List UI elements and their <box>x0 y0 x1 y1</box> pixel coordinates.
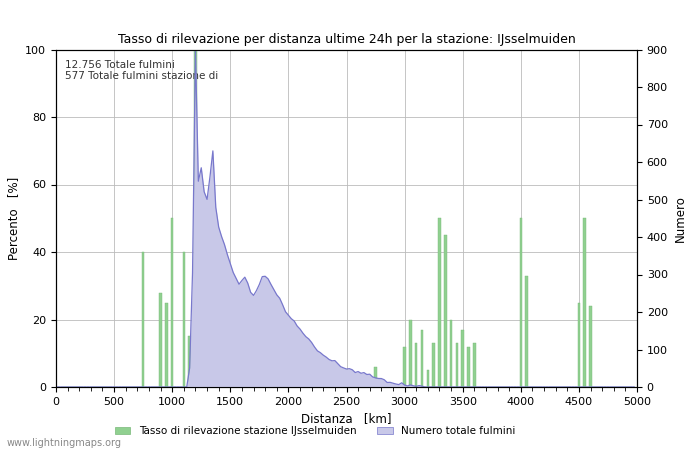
Bar <box>223 340 226 387</box>
Bar <box>403 346 406 387</box>
Bar <box>252 333 255 387</box>
Bar <box>276 377 278 387</box>
Bar <box>409 320 412 387</box>
Y-axis label: Percento   [%]: Percento [%] <box>7 176 20 260</box>
Bar <box>165 302 168 387</box>
Bar <box>241 337 243 387</box>
Bar <box>438 218 441 387</box>
Bar <box>334 380 336 387</box>
Bar <box>218 333 220 387</box>
Bar <box>467 346 470 387</box>
Bar <box>258 370 260 387</box>
Bar <box>310 380 313 387</box>
Bar <box>473 343 475 387</box>
Bar <box>589 306 592 387</box>
Bar <box>200 313 202 387</box>
Bar <box>415 343 417 387</box>
Bar <box>374 367 377 387</box>
Bar <box>183 252 185 387</box>
Bar <box>287 370 290 387</box>
Text: 12.756 Totale fulmini
577 Totale fulmini stazione di: 12.756 Totale fulmini 577 Totale fulmini… <box>64 59 218 81</box>
Title: Tasso di rilevazione per distanza ultime 24h per la stazione: IJsselmuiden: Tasso di rilevazione per distanza ultime… <box>118 32 575 45</box>
Bar <box>433 343 435 387</box>
Bar <box>421 329 424 387</box>
Bar <box>525 275 528 387</box>
Bar <box>583 218 586 387</box>
Bar <box>281 377 284 387</box>
Bar <box>461 329 464 387</box>
Bar <box>264 370 267 387</box>
Bar <box>234 364 237 387</box>
Bar <box>299 380 301 387</box>
Legend: Tasso di rilevazione stazione IJsselmuiden, Numero totale fulmini: Tasso di rilevazione stazione IJsselmuid… <box>111 422 519 440</box>
X-axis label: Distanza   [km]: Distanza [km] <box>301 412 392 425</box>
Bar <box>188 337 191 387</box>
Bar <box>270 364 272 387</box>
Bar <box>519 218 522 387</box>
Text: www.lightningmaps.org: www.lightningmaps.org <box>7 438 122 448</box>
Bar <box>229 343 232 387</box>
Bar <box>293 377 295 387</box>
Bar <box>211 329 214 387</box>
Bar <box>206 337 209 387</box>
Bar <box>578 302 580 387</box>
Bar <box>160 292 162 387</box>
Bar <box>444 235 447 387</box>
Bar <box>450 320 452 387</box>
Bar <box>171 218 174 387</box>
Bar <box>246 343 249 387</box>
Bar <box>426 370 429 387</box>
Bar <box>357 374 359 387</box>
Bar <box>142 252 144 387</box>
Bar <box>194 50 197 387</box>
Bar <box>456 343 458 387</box>
Y-axis label: Numero: Numero <box>673 195 687 242</box>
Bar <box>345 370 348 387</box>
